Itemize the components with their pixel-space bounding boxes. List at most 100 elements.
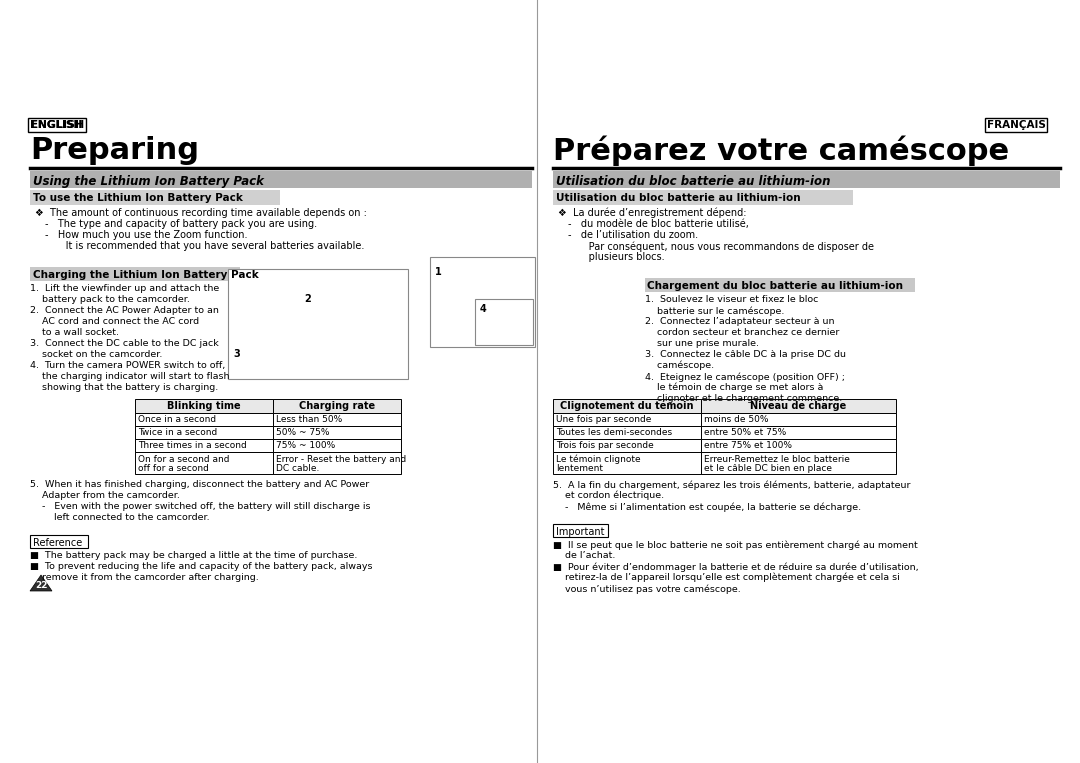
Text: 5.  A la fin du chargement, séparez les trois éléments, batterie, adaptateur: 5. A la fin du chargement, séparez les t… <box>553 480 910 490</box>
Text: off for a second: off for a second <box>138 464 208 473</box>
Text: retirez-la de l’appareil lorsqu’elle est complètement chargée et cela si: retirez-la de l’appareil lorsqu’elle est… <box>553 573 900 582</box>
Text: 1.  Soulevez le viseur et fixez le bloc: 1. Soulevez le viseur et fixez le bloc <box>645 295 819 304</box>
Text: et le câble DC bien en place: et le câble DC bien en place <box>704 464 832 473</box>
Text: entre 75% et 100%: entre 75% et 100% <box>704 441 792 450</box>
Bar <box>701 452 896 474</box>
Text: Error - Reset the battery and: Error - Reset the battery and <box>276 455 406 464</box>
Bar <box>228 269 408 379</box>
Text: Toutes les demi-secondes: Toutes les demi-secondes <box>556 428 672 437</box>
Text: Charging the Lithium Ion Battery Pack: Charging the Lithium Ion Battery Pack <box>33 270 259 280</box>
Text: Charging rate: Charging rate <box>299 401 375 411</box>
Text: 2.  Connectez l’adaptateur secteur à un: 2. Connectez l’adaptateur secteur à un <box>645 317 835 326</box>
Text: -   The type and capacity of battery pack you are using.: - The type and capacity of battery pack … <box>45 219 318 229</box>
Text: socket on the camcorder.: socket on the camcorder. <box>30 350 162 359</box>
Bar <box>135 399 273 413</box>
Bar <box>273 413 401 426</box>
Text: showing that the battery is charging.: showing that the battery is charging. <box>30 383 218 392</box>
Text: ■  Il se peut que le bloc batterie ne soit pas entièrement chargé au moment: ■ Il se peut que le bloc batterie ne soi… <box>553 540 918 549</box>
Text: To use the Lithium Ion Battery Pack: To use the Lithium Ion Battery Pack <box>33 193 243 203</box>
Bar <box>135 426 273 439</box>
Text: -   de l’utilisation du zoom.: - de l’utilisation du zoom. <box>568 230 698 240</box>
Text: 22: 22 <box>35 581 48 590</box>
Text: moins de 50%: moins de 50% <box>704 415 769 424</box>
Bar <box>553 413 701 426</box>
Text: Trois fois par seconde: Trois fois par seconde <box>556 441 653 450</box>
Text: battery pack to the camcorder.: battery pack to the camcorder. <box>30 295 190 304</box>
Text: ❖  The amount of continuous recording time available depends on :: ❖ The amount of continuous recording tim… <box>35 208 367 218</box>
Text: Clignotement du témoin: Clignotement du témoin <box>561 401 693 411</box>
Text: Par conséquent, nous vous recommandons de disposer de: Par conséquent, nous vous recommandons d… <box>573 241 874 252</box>
Text: -   Même si l’alimentation est coupée, la batterie se décharge.: - Même si l’alimentation est coupée, la … <box>553 502 861 511</box>
Text: cordon secteur et branchez ce dernier: cordon secteur et branchez ce dernier <box>645 328 839 337</box>
Text: 2: 2 <box>305 294 311 304</box>
Text: FRANÇAIS: FRANÇAIS <box>986 120 1045 130</box>
Bar <box>30 267 240 281</box>
Text: -   How much you use the Zoom function.: - How much you use the Zoom function. <box>45 230 247 240</box>
Bar <box>553 171 1059 188</box>
Text: ■  Pour éviter d’endommager la batterie et de réduire sa durée d’utilisation,: ■ Pour éviter d’endommager la batterie e… <box>553 562 919 571</box>
Text: the charging indicator will start to flash: the charging indicator will start to fla… <box>30 372 229 381</box>
Bar <box>430 257 535 347</box>
Text: On for a second and: On for a second and <box>138 455 229 464</box>
Text: ENGLISH: ENGLISH <box>31 120 82 130</box>
Text: plusieurs blocs.: plusieurs blocs. <box>573 252 664 262</box>
Bar <box>553 426 701 439</box>
Bar <box>475 299 534 345</box>
Text: batterie sur le caméscope.: batterie sur le caméscope. <box>645 306 784 315</box>
Text: Preparing: Preparing <box>30 136 199 165</box>
Bar <box>135 439 273 452</box>
Bar <box>553 399 701 413</box>
Text: Three times in a second: Three times in a second <box>138 441 246 450</box>
Text: to a wall socket.: to a wall socket. <box>30 328 119 337</box>
Text: sur une prise murale.: sur une prise murale. <box>645 339 759 348</box>
Text: lentement: lentement <box>556 464 603 473</box>
Bar <box>553 190 853 205</box>
Bar <box>701 399 896 413</box>
Text: 75% ~ 100%: 75% ~ 100% <box>276 441 335 450</box>
Bar <box>135 452 273 474</box>
Text: 1: 1 <box>435 267 442 277</box>
Text: Utilisation du bloc batterie au lithium-ion: Utilisation du bloc batterie au lithium-… <box>556 193 800 203</box>
Bar <box>30 535 87 548</box>
Bar <box>985 118 1047 132</box>
Text: 4.  Turn the camera POWER switch to off,: 4. Turn the camera POWER switch to off, <box>30 361 226 370</box>
Text: 3.  Connectez le câble DC à la prise DC du: 3. Connectez le câble DC à la prise DC d… <box>645 350 846 359</box>
Bar <box>701 439 896 452</box>
Text: Une fois par seconde: Une fois par seconde <box>556 415 651 424</box>
Text: Reference: Reference <box>33 538 82 548</box>
Text: de l’achat.: de l’achat. <box>553 551 616 560</box>
Text: -   du modèle de bloc batterie utilisé,: - du modèle de bloc batterie utilisé, <box>568 219 748 229</box>
Text: Le témoin clignote: Le témoin clignote <box>556 455 640 465</box>
Text: 3.  Connect the DC cable to the DC jack: 3. Connect the DC cable to the DC jack <box>30 339 219 348</box>
Text: ■  The battery pack may be charged a little at the time of purchase.: ■ The battery pack may be charged a litt… <box>30 551 357 560</box>
Text: Less than 50%: Less than 50% <box>276 415 342 424</box>
Text: It is recommended that you have several batteries available.: It is recommended that you have several … <box>50 241 364 251</box>
Text: Once in a second: Once in a second <box>138 415 216 424</box>
Text: 3: 3 <box>233 349 240 359</box>
Text: 1.  Lift the viewfinder up and attach the: 1. Lift the viewfinder up and attach the <box>30 284 219 293</box>
Text: 2.  Connect the AC Power Adapter to an: 2. Connect the AC Power Adapter to an <box>30 306 219 315</box>
Text: ENGLISH: ENGLISH <box>30 120 84 130</box>
Bar <box>553 452 701 474</box>
Bar <box>273 452 401 474</box>
Text: Erreur-Remettez le bloc batterie: Erreur-Remettez le bloc batterie <box>704 455 850 464</box>
Text: Using the Lithium Ion Battery Pack: Using the Lithium Ion Battery Pack <box>33 175 264 188</box>
Bar <box>273 399 401 413</box>
Bar <box>701 413 896 426</box>
Text: caméscope.: caméscope. <box>645 361 714 371</box>
Text: Twice in a second: Twice in a second <box>138 428 217 437</box>
Text: 5.  When it has finished charging, disconnect the battery and AC Power: 5. When it has finished charging, discon… <box>30 480 369 489</box>
Text: vous n’utilisez pas votre caméscope.: vous n’utilisez pas votre caméscope. <box>553 584 741 594</box>
Bar <box>701 426 896 439</box>
Bar <box>553 439 701 452</box>
Text: remove it from the camcorder after charging.: remove it from the camcorder after charg… <box>30 573 259 582</box>
Bar <box>28 118 86 132</box>
Text: Blinking time: Blinking time <box>167 401 241 411</box>
Text: Utilisation du bloc batterie au lithium-ion: Utilisation du bloc batterie au lithium-… <box>556 175 831 188</box>
Bar <box>135 413 273 426</box>
Polygon shape <box>30 575 52 591</box>
Bar <box>273 439 401 452</box>
Text: ❖  La durée d’enregistrement dépend:: ❖ La durée d’enregistrement dépend: <box>558 208 746 218</box>
Text: DC cable.: DC cable. <box>276 464 320 473</box>
Text: clignoter et le chargement commence.: clignoter et le chargement commence. <box>645 394 842 403</box>
